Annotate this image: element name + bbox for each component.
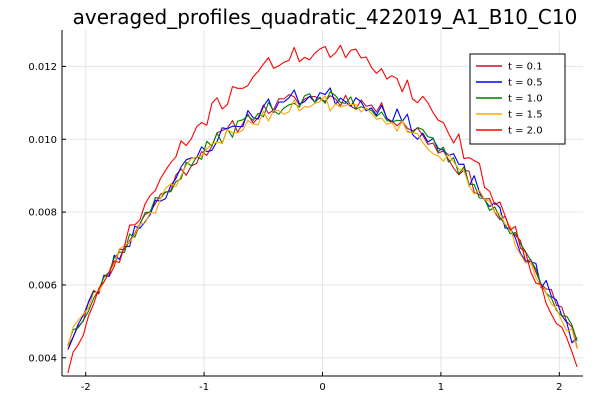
x-tick-label: 1: [438, 382, 444, 393]
series-line: [67, 91, 578, 346]
series-line: [67, 87, 578, 350]
x-tick-label: -2: [81, 382, 91, 393]
x-tick-label: 2: [556, 382, 562, 393]
y-tick-label: 0.010: [28, 135, 57, 146]
y-tick-label: 0.008: [28, 208, 57, 219]
x-tick-label: -1: [199, 382, 209, 393]
y-tick-label: 0.006: [28, 280, 57, 291]
ticks: -2 -1 0 1 2 0.004 0.006 0.008 0.010 0.012: [28, 62, 562, 393]
series-line: [67, 95, 578, 350]
legend-box: [469, 53, 566, 145]
x-tick-label: 0: [319, 382, 325, 393]
series-line: [67, 44, 578, 374]
legend: t = 0.1 t = 0.5 t = 1.0 t = 1.5 t = 2.0: [469, 53, 566, 145]
legend-label: t = 0.1: [508, 62, 543, 73]
legend-label: t = 1.0: [508, 94, 543, 105]
series-group: [67, 44, 578, 374]
y-tick-label: 0.012: [28, 62, 57, 73]
y-tick-label: 0.004: [28, 353, 57, 364]
legend-label: t = 1.5: [508, 110, 543, 121]
legend-label: t = 2.0: [508, 126, 543, 137]
chart-title: averaged_profiles_quadratic_422019_A1_B1…: [73, 5, 578, 29]
legend-label: t = 0.5: [508, 78, 543, 89]
